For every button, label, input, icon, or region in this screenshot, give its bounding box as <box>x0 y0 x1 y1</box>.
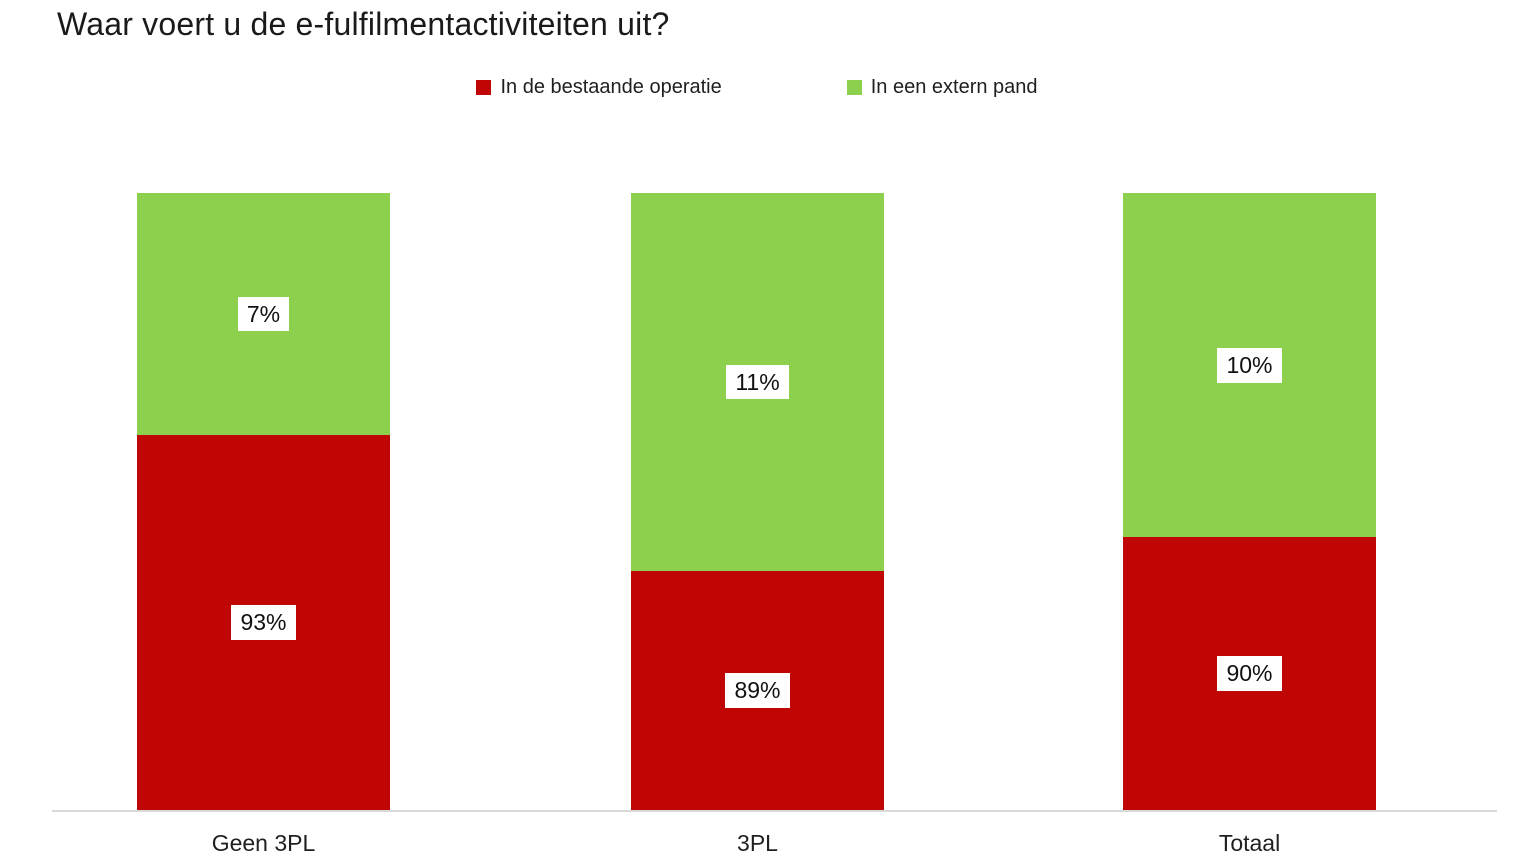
data-label: 7% <box>237 296 290 332</box>
legend-label-bestaande-operatie: In de bestaande operatie <box>500 76 722 98</box>
category-label: 3PL <box>737 830 778 856</box>
bar-segment: 90% <box>1123 537 1376 810</box>
data-label: 10% <box>1217 347 1282 383</box>
bar-segment: 93% <box>137 434 390 810</box>
bar-segment: 10% <box>1123 193 1376 538</box>
x-axis-line <box>52 810 1497 812</box>
legend-label-extern-pand: In een extern pand <box>870 76 1038 98</box>
legend: In de bestaande operatie In een extern p… <box>0 76 1514 99</box>
data-label: 93% <box>231 605 296 640</box>
bar-segment: 11% <box>631 193 884 572</box>
data-label: 11% <box>726 364 789 400</box>
legend-swatch-red-icon <box>476 80 492 95</box>
legend-item-extern-pand: In een extern pand <box>846 76 1038 99</box>
category-label: Geen 3PL <box>211 830 316 856</box>
bar-segment: 7% <box>137 193 390 435</box>
bar-geen-3pl: 7% 93% <box>137 193 390 810</box>
chart-title: Waar voert u de e-fulfilmentactiviteiten… <box>57 6 670 42</box>
bar-totaal: 10% 90% <box>1123 193 1376 810</box>
category-label: Totaal <box>1218 830 1281 856</box>
bar-segment: 89% <box>631 571 884 810</box>
data-label: 89% <box>725 673 790 708</box>
legend-item-bestaande-operatie: In de bestaande operatie <box>476 76 722 99</box>
legend-swatch-green-icon <box>846 80 862 95</box>
bar-3pl: 11% 89% <box>631 193 884 810</box>
data-label: 90% <box>1217 656 1282 691</box>
